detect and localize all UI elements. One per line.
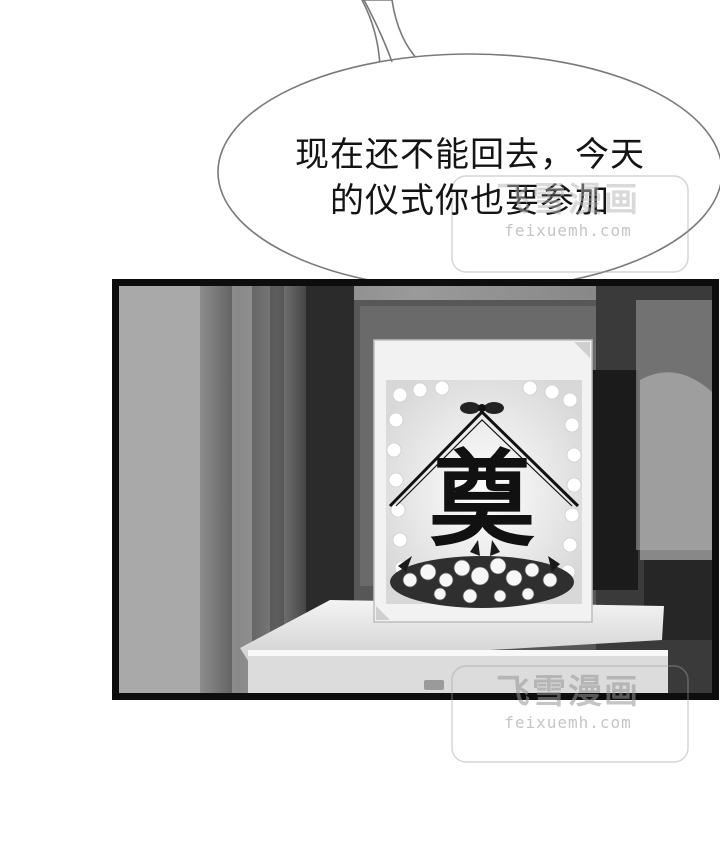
watermark-url: feixuemh.com xyxy=(504,221,632,240)
memorial-character: 奠 xyxy=(430,439,535,561)
watermark: 飞雪漫画 feixuemh.com xyxy=(448,672,688,734)
ribbon-bow-icon xyxy=(460,402,504,414)
watermark-brand: 飞雪漫画 xyxy=(496,180,640,220)
speech-bubble-text: 现在还不能回去，今天 的仪式你也要参加 xyxy=(250,132,690,224)
watermark-seal-icon xyxy=(451,175,689,763)
speech-line: 现在还不能回去，今天 xyxy=(295,135,645,175)
speech-line: 的仪式你也要参加 xyxy=(330,181,610,221)
watermark-brand: 飞雪漫画 xyxy=(496,672,640,712)
watermark: 飞雪漫画 feixuemh.com xyxy=(448,180,688,242)
watermark-url: feixuemh.com xyxy=(504,713,632,732)
memorial-portrait: 奠 xyxy=(373,339,593,623)
flower-arrangement xyxy=(390,540,574,608)
